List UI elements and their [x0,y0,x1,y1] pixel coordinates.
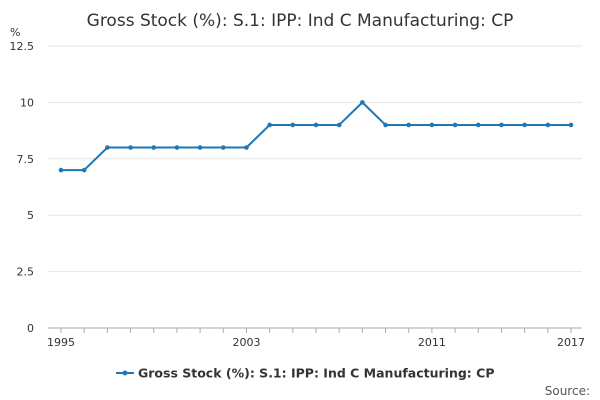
chart-title: Gross Stock (%): S.1: IPP: Ind C Manufac… [87,11,514,31]
data-point [383,122,388,128]
x-tick-label: 2017 [557,336,585,349]
data-point [452,122,458,128]
data-point [313,122,319,128]
data-point [81,167,87,173]
x-tick-label: 2003 [232,336,260,349]
data-point [174,145,180,150]
data-point [406,122,412,128]
data-point [244,145,249,150]
y-axis-ticks: 0 2.5 5 7.5 10 12.5 [10,40,35,335]
data-point [197,145,203,150]
data-point [429,122,435,128]
data-point [128,145,133,150]
y-tick-label: 7.5 [17,153,35,166]
data-point [220,145,226,150]
data-point [58,167,64,173]
y-tick-label: 5 [27,209,34,222]
y-tick-label: 10 [20,96,34,109]
x-tick-label: 2011 [418,336,446,349]
data-point [568,122,574,128]
series-layer [58,100,574,173]
source-label: Source: [545,384,590,398]
y-axis-unit-label: % [10,26,20,39]
data-point [151,145,157,150]
data-point [290,122,296,128]
x-axis: 1995 2003 2011 2017 [47,328,585,349]
x-tick-label: 1995 [47,336,75,349]
data-point [499,122,504,128]
data-point [545,122,551,128]
legend[interactable]: Gross Stock (%): S.1: IPP: Ind C Manufac… [116,366,495,381]
data-point [360,100,365,105]
y-tick-label: 12.5 [10,40,35,53]
data-point [105,145,110,150]
y-tick-label: 2.5 [17,266,35,279]
data-point [475,122,481,128]
legend-series-label: Gross Stock (%): S.1: IPP: Ind C Manufac… [138,366,495,381]
data-point [522,122,527,128]
legend-marker [122,370,128,376]
y-tick-label: 0 [27,322,34,335]
gridlines [48,45,582,329]
data-point [336,122,342,128]
series-line [61,101,571,172]
data-point [267,122,272,128]
